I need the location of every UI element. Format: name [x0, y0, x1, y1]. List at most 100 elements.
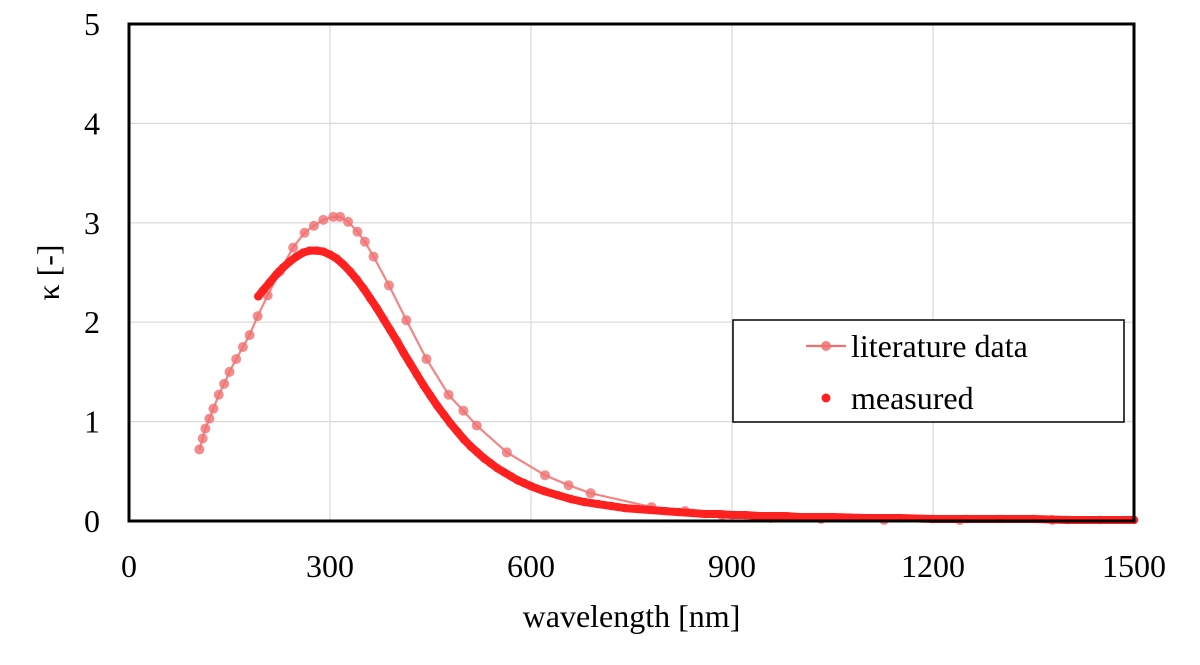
- measured-point: [399, 348, 408, 358]
- x-tick-label: 600: [507, 548, 555, 584]
- measured-point: [439, 410, 449, 419]
- literature-point: [540, 470, 551, 481]
- measured-point: [768, 511, 777, 521]
- measured-point: [781, 511, 790, 521]
- y-tick-label: 2: [84, 304, 100, 340]
- legend-label-literature: literature data: [851, 328, 1028, 364]
- measured-point: [687, 508, 696, 518]
- literature-point: [368, 251, 379, 262]
- literature-point: [299, 227, 310, 238]
- measured-point: [506, 472, 516, 481]
- measured-point: [540, 486, 549, 496]
- plot-frame: [127, 22, 1136, 523]
- literature-point: [197, 433, 208, 444]
- measured-point: [299, 248, 308, 257]
- measured-point: [473, 448, 482, 457]
- y-axis-title: κ [-]: [30, 244, 66, 300]
- literature-point: [219, 378, 230, 389]
- x-tick-label: 900: [708, 548, 756, 584]
- literature-point: [213, 389, 224, 400]
- measured-point: [278, 263, 288, 272]
- measured-point: [446, 419, 455, 428]
- measured-point: [345, 267, 355, 276]
- legend-label-measured: measured: [851, 380, 974, 416]
- y-tick-label: 3: [84, 205, 100, 241]
- literature-point: [318, 214, 329, 225]
- measured-point: [580, 497, 589, 507]
- legend: literature data measured: [732, 319, 1125, 423]
- literature-point: [443, 389, 454, 400]
- measured-point: [794, 512, 804, 522]
- measured-point: [553, 490, 562, 500]
- x-tick-label: 300: [306, 548, 354, 584]
- measured-point: [513, 476, 522, 485]
- literature-point: [224, 366, 235, 377]
- measured-point: [453, 427, 462, 436]
- measured-point: [607, 501, 616, 511]
- measured-point: [406, 359, 415, 369]
- measured-point: [254, 292, 263, 301]
- literature-point: [421, 353, 432, 364]
- legend-swatch-literature-marker: [821, 341, 831, 351]
- literature-point: [335, 211, 346, 222]
- y-tick-label: 1: [84, 404, 100, 440]
- measured-point: [325, 250, 335, 259]
- literature-point: [194, 444, 205, 455]
- legend-swatch-measured-marker: [821, 393, 831, 403]
- literature-point: [383, 280, 394, 291]
- measured-point: [500, 468, 509, 477]
- measured-point: [727, 510, 737, 520]
- measured-point: [386, 325, 395, 335]
- measured-point: [312, 246, 321, 255]
- literature-point: [501, 447, 512, 458]
- literature-point: [401, 315, 412, 326]
- measured-point: [272, 270, 281, 279]
- measured-point: [647, 505, 656, 515]
- y-tick-label: 5: [84, 6, 100, 42]
- measured-point: [466, 442, 475, 451]
- tick-label-layer: 0 300 600 900 1200 1500 0 1 2 3 4 5: [84, 6, 1166, 584]
- measured-point: [305, 246, 315, 255]
- measured-point: [359, 284, 368, 293]
- literature-point: [585, 488, 596, 499]
- literature-point: [252, 311, 263, 322]
- y-tick-label: 4: [84, 105, 100, 141]
- measured-point: [319, 247, 328, 256]
- measured-point: [366, 294, 375, 303]
- literature-point: [352, 226, 363, 237]
- measured-point: [292, 252, 301, 261]
- measured-point: [620, 503, 629, 513]
- literature-point: [458, 405, 469, 416]
- measured-point: [493, 464, 502, 473]
- measured-point: [754, 511, 763, 521]
- measured-point: [741, 510, 750, 520]
- literature-point: [563, 480, 574, 491]
- x-tick-label: 1500: [1102, 548, 1166, 584]
- literature-point: [359, 236, 370, 247]
- measured-point: [567, 494, 576, 504]
- measured-point: [372, 304, 382, 313]
- measured-point: [379, 315, 388, 324]
- measured-point: [479, 454, 489, 463]
- measured-point: [285, 257, 294, 266]
- measured-point: [392, 336, 402, 346]
- literature-point: [208, 403, 219, 414]
- measured-point: [634, 504, 643, 514]
- literature-point: [204, 413, 215, 424]
- literature-point: [200, 423, 211, 434]
- measured-point: [660, 506, 670, 516]
- measured-point: [426, 391, 435, 400]
- measured-point: [593, 499, 603, 509]
- measured-point: [332, 254, 341, 263]
- measured-point: [486, 459, 495, 468]
- legend-box: [732, 319, 1125, 423]
- literature-point: [244, 330, 255, 341]
- measured-point: [674, 507, 683, 517]
- y-tick-label: 0: [84, 503, 100, 539]
- literature-point: [343, 216, 354, 227]
- measured-point: [526, 482, 536, 491]
- literature-point: [237, 342, 248, 353]
- series-layer: [194, 211, 1139, 526]
- measured-point: [258, 286, 268, 295]
